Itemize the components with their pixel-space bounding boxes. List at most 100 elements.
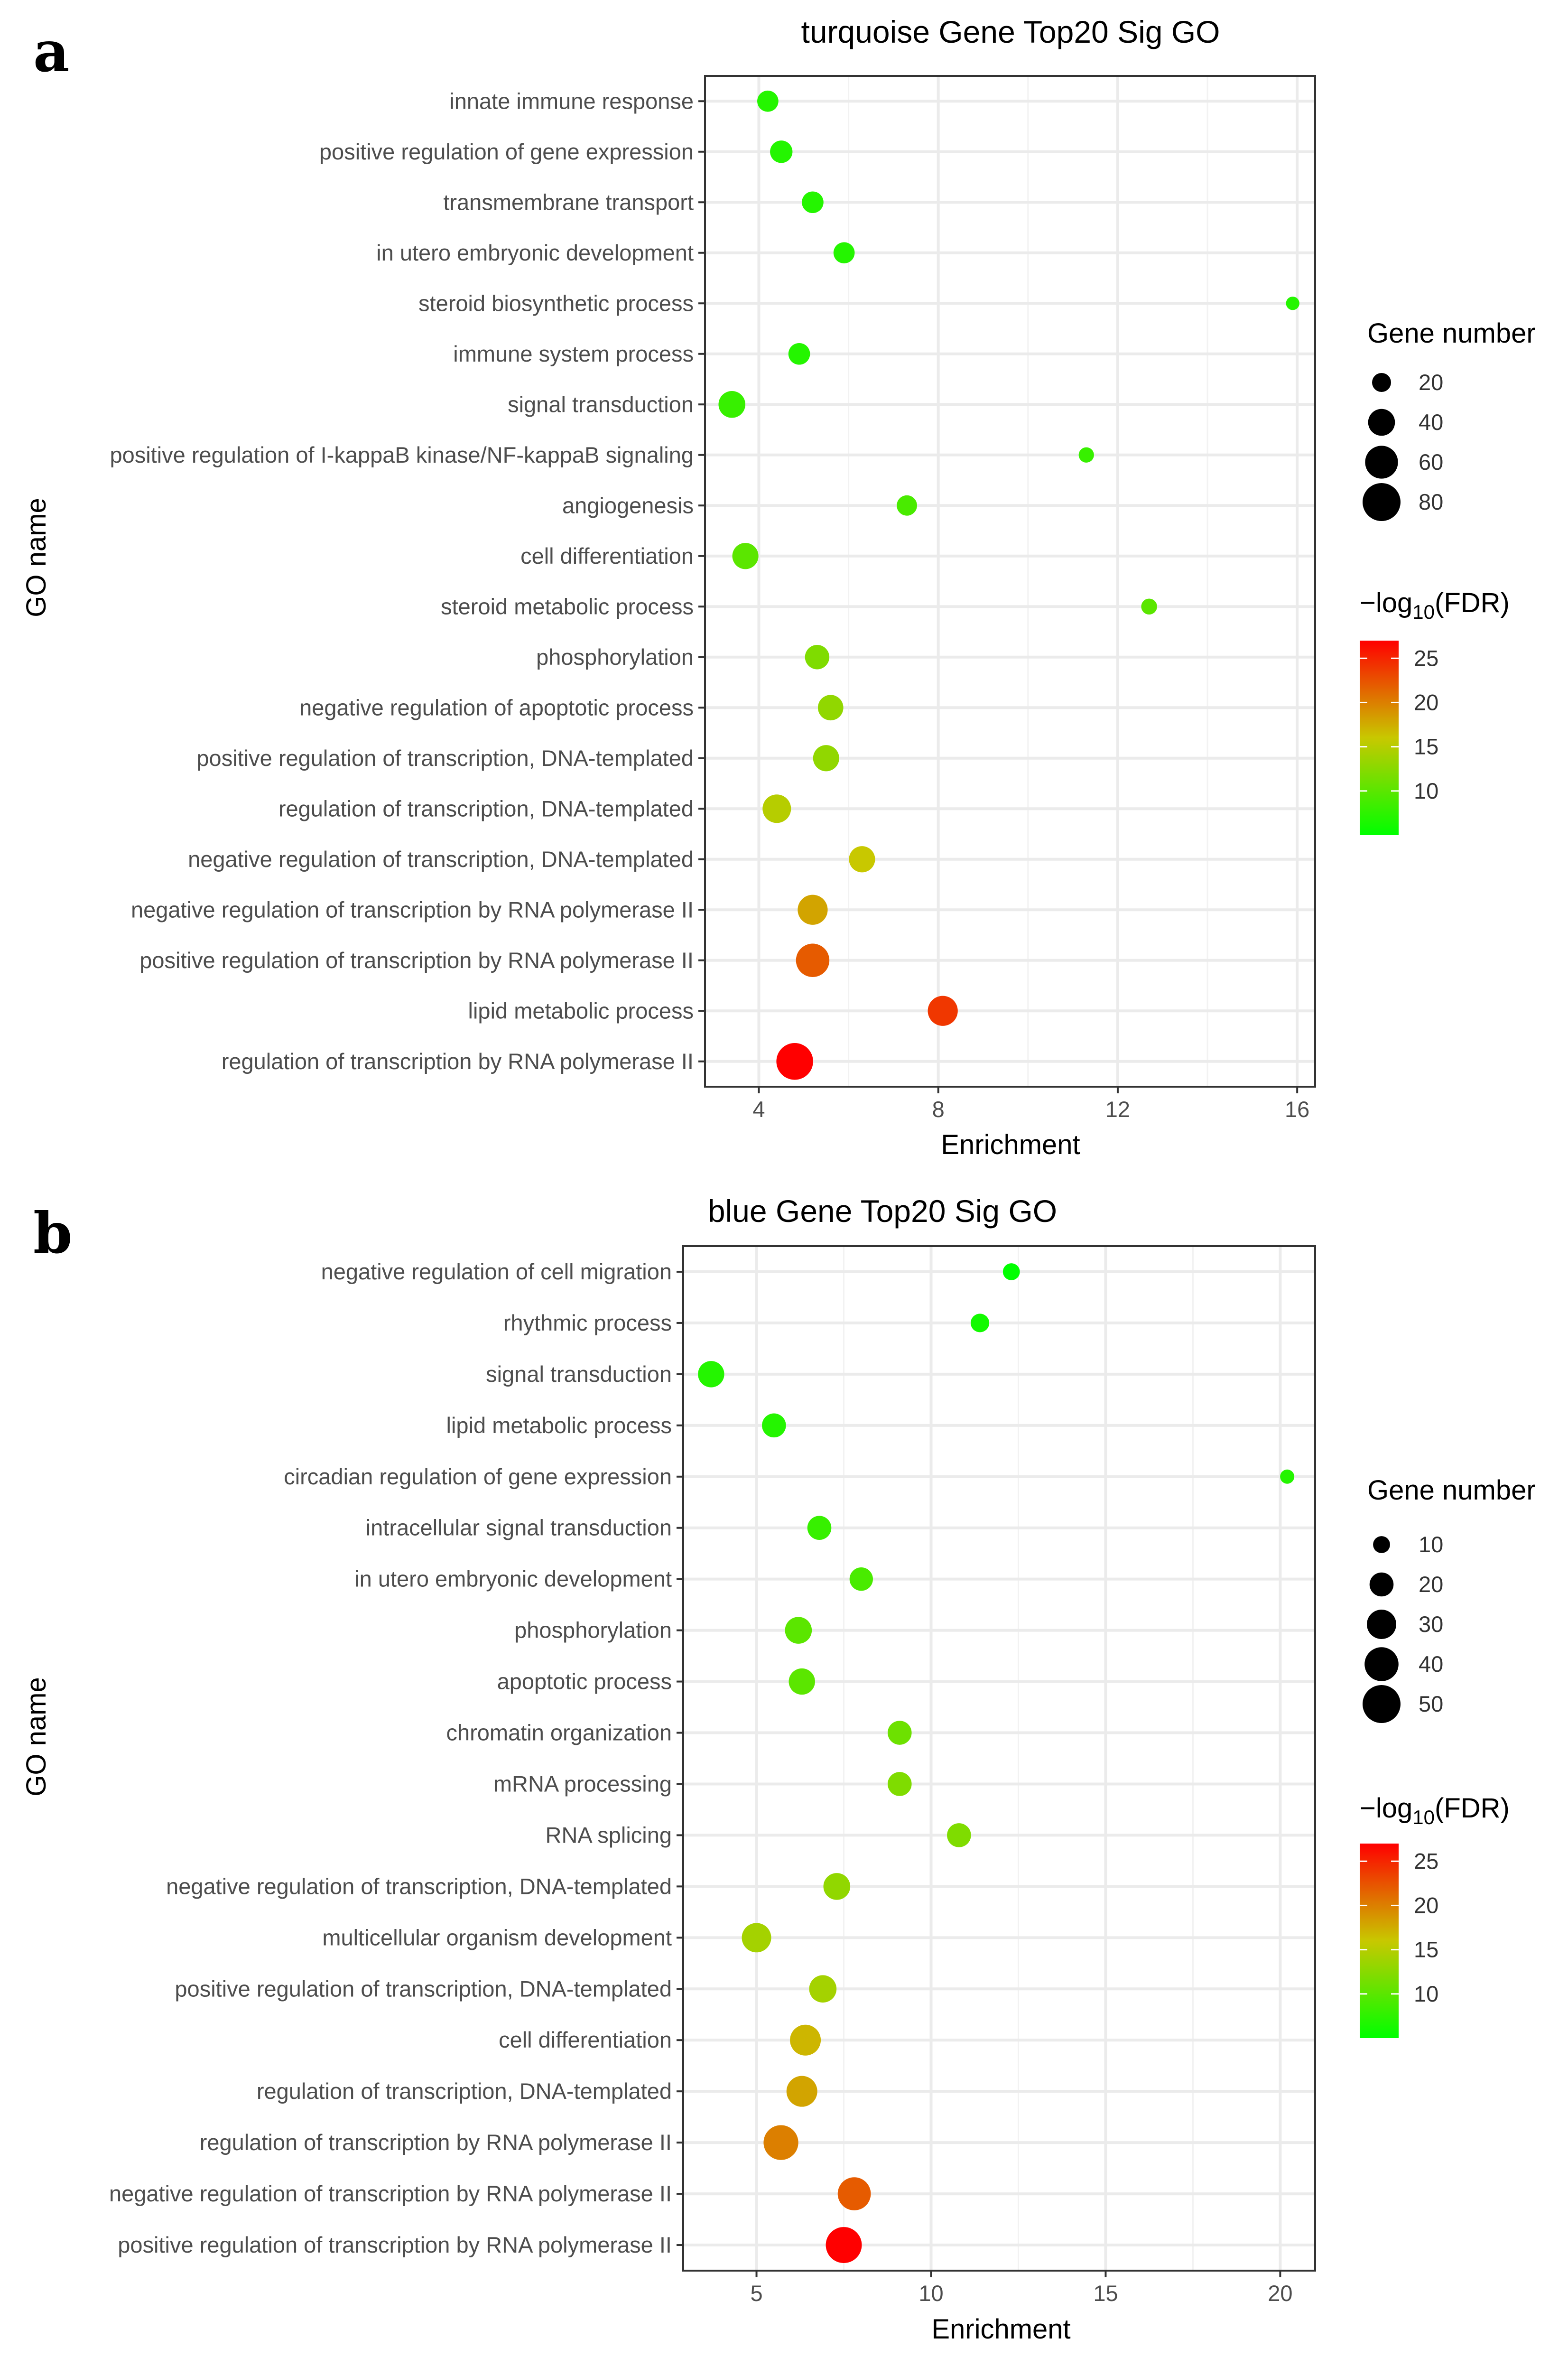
- color-legend-title-sub-a: 10: [1412, 601, 1435, 623]
- category-label: positive regulation of transcription by …: [118, 2232, 672, 2257]
- category-label: regulation of transcription by RNA polym…: [222, 1049, 694, 1074]
- panel-b: b blue Gene Top20 Sig GO negative regula…: [21, 1193, 1536, 2345]
- panel-letter-b: b: [33, 1200, 73, 1266]
- plot-area-a: innate immune response positive regulatio…: [110, 75, 1316, 1122]
- x-axis-title-a: Enrichment: [941, 1129, 1080, 1160]
- panel-letter-a: a: [33, 19, 69, 84]
- data-point: [776, 1043, 813, 1080]
- category-label: positive regulation of gene expression: [319, 139, 694, 164]
- data-point: [1286, 297, 1299, 310]
- y-axis-title-a: GO name: [21, 498, 52, 617]
- category-label: positive regulation of transcription by …: [139, 948, 694, 973]
- category-label: innate immune response: [449, 88, 694, 113]
- size-legend-title-b: Gene number: [1367, 1475, 1536, 1506]
- color-legend-label: 25: [1414, 1848, 1438, 1873]
- data-point: [786, 2076, 817, 2107]
- category-label: RNA splicing: [546, 1822, 672, 1847]
- data-point: [742, 1923, 771, 1953]
- size-legend-key: [1364, 1647, 1399, 1681]
- y-axis-title-b: GO name: [21, 1677, 52, 1796]
- data-point: [833, 242, 855, 264]
- size-legend-a: Gene number 20 40 60 80: [1363, 318, 1536, 521]
- color-legend-title-sub-b: 10: [1412, 1806, 1435, 1828]
- category-label: negative regulation of cell migration: [321, 1259, 672, 1284]
- color-legend-title-a: −log10(FDR): [1360, 587, 1510, 623]
- data-point: [849, 1567, 873, 1591]
- panel-border: [682, 1245, 1316, 2272]
- category-label: intracellular signal transduction: [366, 1515, 672, 1540]
- category-label: lipid metabolic process: [468, 998, 694, 1023]
- data-point: [796, 943, 830, 977]
- size-legend-key: [1363, 483, 1401, 521]
- data-point: [947, 1823, 971, 1847]
- category-label: rhythmic process: [503, 1310, 672, 1335]
- data-point: [763, 2125, 798, 2160]
- category-label: cell differentiation: [520, 543, 694, 568]
- data-point: [762, 1413, 786, 1438]
- category-label: multicellular organism development: [322, 1925, 672, 1950]
- x-tick-label: 4: [752, 1097, 765, 1122]
- category-label: regulation of transcription, DNA-templat…: [257, 2078, 672, 2104]
- x-tick-label: 20: [1268, 2281, 1292, 2306]
- data-point: [788, 343, 810, 365]
- color-legend-title-suffix-b: (FDR): [1435, 1793, 1510, 1824]
- plot-area-b: negative regulation of cell migration rhy…: [109, 1245, 1316, 2306]
- size-legend-key: [1369, 1572, 1394, 1597]
- size-legend-b: Gene number 10 20 30 40 50: [1363, 1475, 1536, 1723]
- data-point: [790, 2024, 821, 2056]
- color-legend-label: 25: [1414, 645, 1438, 671]
- panel-border: [704, 75, 1316, 1088]
- chart-title-a: turquoise Gene Top20 Sig GO: [801, 14, 1220, 49]
- data-point: [970, 1314, 990, 1332]
- data-point: [785, 1617, 812, 1644]
- data-point: [762, 794, 791, 823]
- color-legend-label: 10: [1414, 1981, 1438, 2006]
- category-label: immune system process: [453, 341, 694, 366]
- category-label: negative regulation of apoptotic process: [299, 695, 694, 720]
- category-label: positive regulation of transcription, DN…: [196, 745, 694, 771]
- size-legend-label: 20: [1419, 370, 1443, 395]
- x-tick-label: 10: [919, 2281, 943, 2306]
- size-legend-label: 10: [1419, 1532, 1443, 1557]
- x-tick-label: 12: [1105, 1097, 1130, 1122]
- category-label: in utero embryonic development: [376, 240, 694, 265]
- x-tick-label: 8: [932, 1097, 945, 1122]
- category-label: in utero embryonic development: [354, 1566, 672, 1592]
- category-label: lipid metabolic process: [446, 1413, 672, 1438]
- category-label: cell differentiation: [499, 2027, 672, 2052]
- size-legend-label: 30: [1419, 1612, 1443, 1637]
- category-label: transmembrane transport: [443, 189, 694, 214]
- category-label: positive regulation of I-kappaB kinase/N…: [110, 442, 694, 467]
- size-legend-key: [1367, 1610, 1396, 1639]
- size-legend-label: 40: [1419, 410, 1443, 435]
- data-point: [732, 543, 759, 569]
- chart-title-b: blue Gene Top20 Sig GO: [708, 1193, 1057, 1229]
- data-point: [837, 2177, 871, 2210]
- data-point: [798, 894, 828, 925]
- data-point: [698, 1361, 724, 1388]
- data-point: [897, 495, 917, 516]
- size-legend-label: 80: [1419, 489, 1443, 514]
- color-legend-title-b: −log10(FDR): [1360, 1793, 1510, 1828]
- x-tick-label: 5: [750, 2281, 762, 2306]
- color-legend-label: 20: [1414, 689, 1438, 715]
- category-label: signal transduction: [508, 391, 694, 417]
- data-point: [1141, 598, 1157, 615]
- size-legend-key: [1372, 373, 1391, 392]
- data-point: [887, 1772, 912, 1796]
- category-label: angiogenesis: [562, 493, 694, 518]
- category-label: apoptotic process: [497, 1669, 672, 1694]
- x-tick-label: 16: [1285, 1097, 1309, 1122]
- size-legend-key: [1368, 409, 1395, 436]
- size-legend-key: [1363, 1685, 1401, 1723]
- category-label: positive regulation of transcription, DN…: [175, 1976, 672, 2001]
- category-label: signal transduction: [486, 1361, 672, 1387]
- data-point: [887, 1721, 912, 1745]
- data-point: [826, 2227, 862, 2263]
- data-point: [928, 996, 958, 1026]
- data-point: [757, 90, 779, 112]
- data-point: [1078, 447, 1094, 463]
- category-label: steroid metabolic process: [441, 594, 694, 619]
